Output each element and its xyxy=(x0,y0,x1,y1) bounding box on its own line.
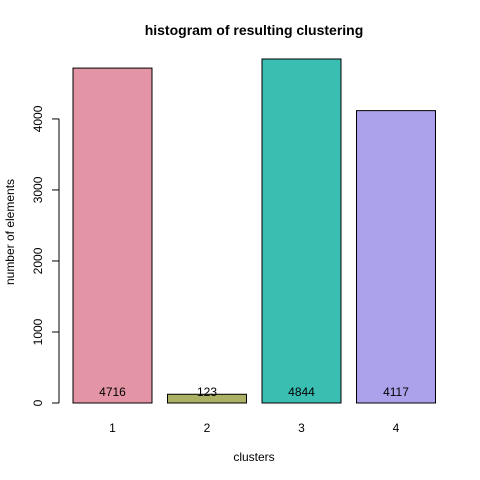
y-tick-label: 1000 xyxy=(31,318,45,345)
data-label-cluster-1: 4716 xyxy=(99,385,126,399)
chart-title: histogram of resulting clustering xyxy=(145,22,364,38)
bar-cluster-1 xyxy=(72,67,153,404)
bar-cluster-2 xyxy=(167,393,247,404)
x-tick-label-3: 3 xyxy=(298,421,305,435)
y-tick-label: 4000 xyxy=(31,105,45,132)
data-label-cluster-2: 123 xyxy=(197,385,217,399)
x-tick-label-1: 1 xyxy=(109,421,116,435)
y-axis-label: number of elements xyxy=(3,179,17,285)
x-tick-label-2: 2 xyxy=(204,421,211,435)
bar-cluster-3 xyxy=(261,58,342,404)
data-labels-group: 4716 123 4844 4117 xyxy=(99,385,409,399)
y-tick-label: 2000 xyxy=(31,247,45,274)
bar-cluster-4 xyxy=(356,110,436,404)
data-label-cluster-3: 4844 xyxy=(288,385,315,399)
x-tick-labels-group: 1 2 3 4 xyxy=(109,421,400,435)
bars-group xyxy=(72,58,436,404)
y-tick-label: 0 xyxy=(31,399,45,406)
data-label-cluster-4: 4117 xyxy=(383,385,409,399)
y-axis: 0 1000 2000 3000 4000 xyxy=(31,105,60,406)
y-tick-label: 3000 xyxy=(31,176,45,203)
x-axis-label: clusters xyxy=(233,450,274,464)
x-tick-label-4: 4 xyxy=(393,421,400,435)
